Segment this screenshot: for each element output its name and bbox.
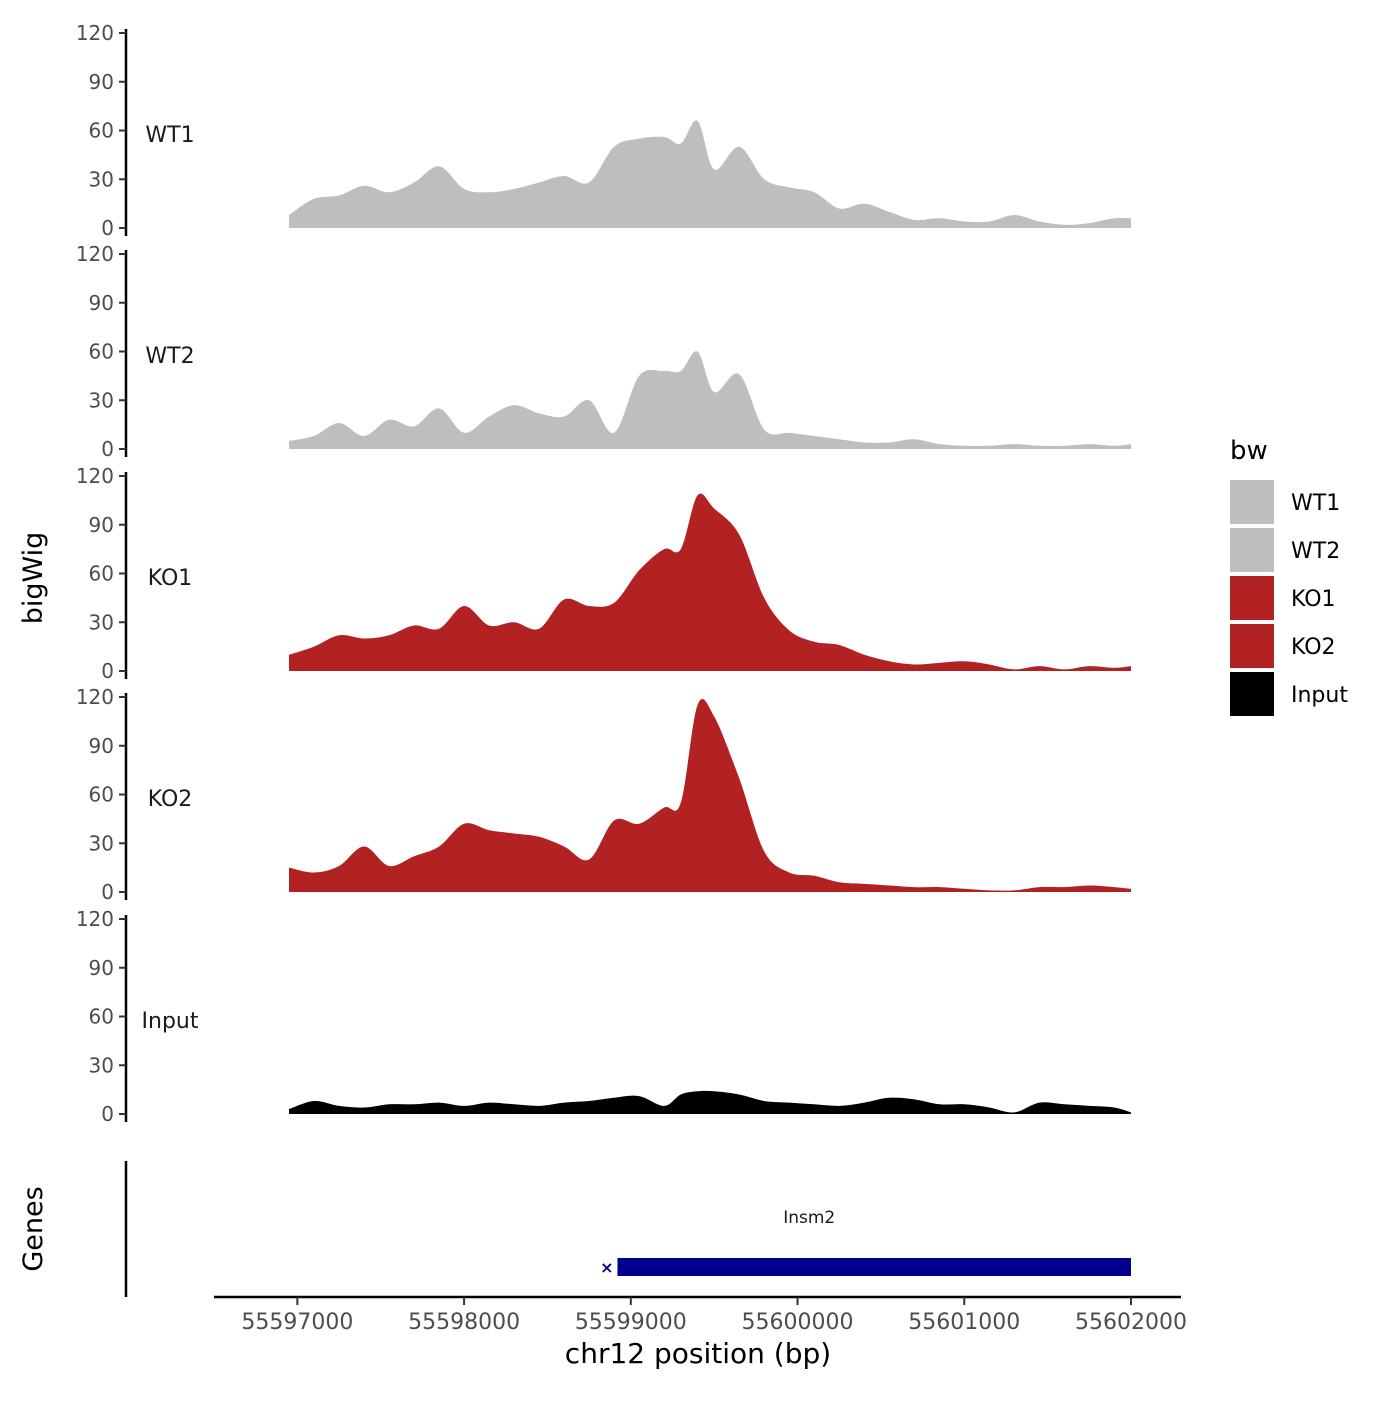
y-tick-label: 30 bbox=[89, 831, 114, 855]
x-tick-label: 55599000 bbox=[575, 1310, 687, 1335]
y-tick-label: 90 bbox=[89, 70, 114, 94]
legend-item-input: Input bbox=[1230, 672, 1348, 716]
y-tick-label: 0 bbox=[101, 1102, 114, 1126]
track-panel-ko1: 0 30 60 90 120 KO1 bbox=[76, 464, 1131, 683]
y-tick-label: 60 bbox=[89, 119, 114, 143]
y-tick-label: 30 bbox=[89, 167, 114, 191]
track-label: KO1 bbox=[148, 566, 193, 591]
coverage-area-input bbox=[289, 1090, 1131, 1114]
track-panel-wt2: 0 30 60 90 120 WT2 bbox=[76, 242, 1131, 461]
x-tick-label: 55598000 bbox=[408, 1310, 520, 1335]
y-tick-label: 30 bbox=[89, 1053, 114, 1077]
y-tick-label: 30 bbox=[89, 388, 114, 412]
legend-item-ko1: KO1 bbox=[1230, 576, 1336, 620]
y-tick-label: 0 bbox=[101, 216, 114, 240]
track-panel-input: 0 30 60 90 120 Input bbox=[76, 907, 1131, 1126]
x-tick-label: 55601000 bbox=[908, 1310, 1020, 1335]
y-tick-label: 120 bbox=[76, 907, 114, 931]
track-label: Input bbox=[142, 1009, 199, 1034]
track-label: WT1 bbox=[145, 123, 194, 148]
y-tick-label: 60 bbox=[89, 1005, 114, 1029]
y-tick-label: 120 bbox=[76, 242, 114, 266]
track-label: WT2 bbox=[145, 344, 194, 369]
y-tick-label: 90 bbox=[89, 734, 114, 758]
y-tick-label: 60 bbox=[89, 340, 114, 364]
y-tick-label: 0 bbox=[101, 437, 114, 461]
x-tick-label: 55600000 bbox=[742, 1310, 854, 1335]
gene-label: Insm2 bbox=[783, 1208, 835, 1228]
y-tick-label: 120 bbox=[76, 464, 114, 488]
legend-label: WT1 bbox=[1291, 491, 1340, 516]
coverage-area-ko1 bbox=[289, 493, 1131, 671]
coverage-area-wt1 bbox=[289, 120, 1131, 228]
legend-swatch bbox=[1230, 672, 1274, 716]
x-tick-label: 55602000 bbox=[1075, 1310, 1187, 1335]
genes-axis-title: Genes bbox=[18, 1186, 49, 1271]
legend-item-wt2: WT2 bbox=[1230, 528, 1340, 572]
legend-swatch bbox=[1230, 576, 1274, 620]
legend-swatch bbox=[1230, 480, 1274, 524]
legend-label: KO2 bbox=[1291, 635, 1336, 660]
legend-item-wt1: WT1 bbox=[1230, 480, 1340, 524]
y-tick-label: 30 bbox=[89, 610, 114, 634]
y-tick-label: 120 bbox=[76, 685, 114, 709]
y-tick-label: 0 bbox=[101, 659, 114, 683]
y-tick-label: 0 bbox=[101, 880, 114, 904]
legend-label: Input bbox=[1291, 683, 1348, 708]
track-panel-wt1: 0 30 60 90 120 WT1 bbox=[76, 21, 1131, 240]
gene-body bbox=[617, 1258, 1131, 1276]
legend-title: bw bbox=[1230, 436, 1268, 466]
track-label: KO2 bbox=[148, 787, 193, 812]
legend-swatch bbox=[1230, 528, 1274, 572]
y-tick-label: 90 bbox=[89, 956, 114, 980]
y-axis-title: bigWig bbox=[18, 532, 49, 625]
y-tick-label: 60 bbox=[89, 562, 114, 586]
legend-swatch bbox=[1230, 624, 1274, 668]
track-panel-ko2: 0 30 60 90 120 KO2 bbox=[76, 685, 1131, 904]
coverage-area-ko2 bbox=[289, 698, 1131, 892]
legend-item-ko2: KO2 bbox=[1230, 624, 1336, 668]
y-tick-label: 90 bbox=[89, 513, 114, 537]
x-tick-label: 55597000 bbox=[241, 1310, 353, 1335]
legend-label: WT2 bbox=[1291, 539, 1340, 564]
x-axis-title: chr12 position (bp) bbox=[565, 1337, 831, 1370]
coverage-area-wt2 bbox=[289, 351, 1131, 449]
gene-strand-marker: × bbox=[600, 1258, 613, 1277]
y-tick-label: 120 bbox=[76, 21, 114, 45]
y-tick-label: 90 bbox=[89, 291, 114, 315]
legend-label: KO1 bbox=[1291, 587, 1336, 612]
y-tick-label: 60 bbox=[89, 783, 114, 807]
gene-insm2: × Insm2 bbox=[600, 1208, 1131, 1277]
